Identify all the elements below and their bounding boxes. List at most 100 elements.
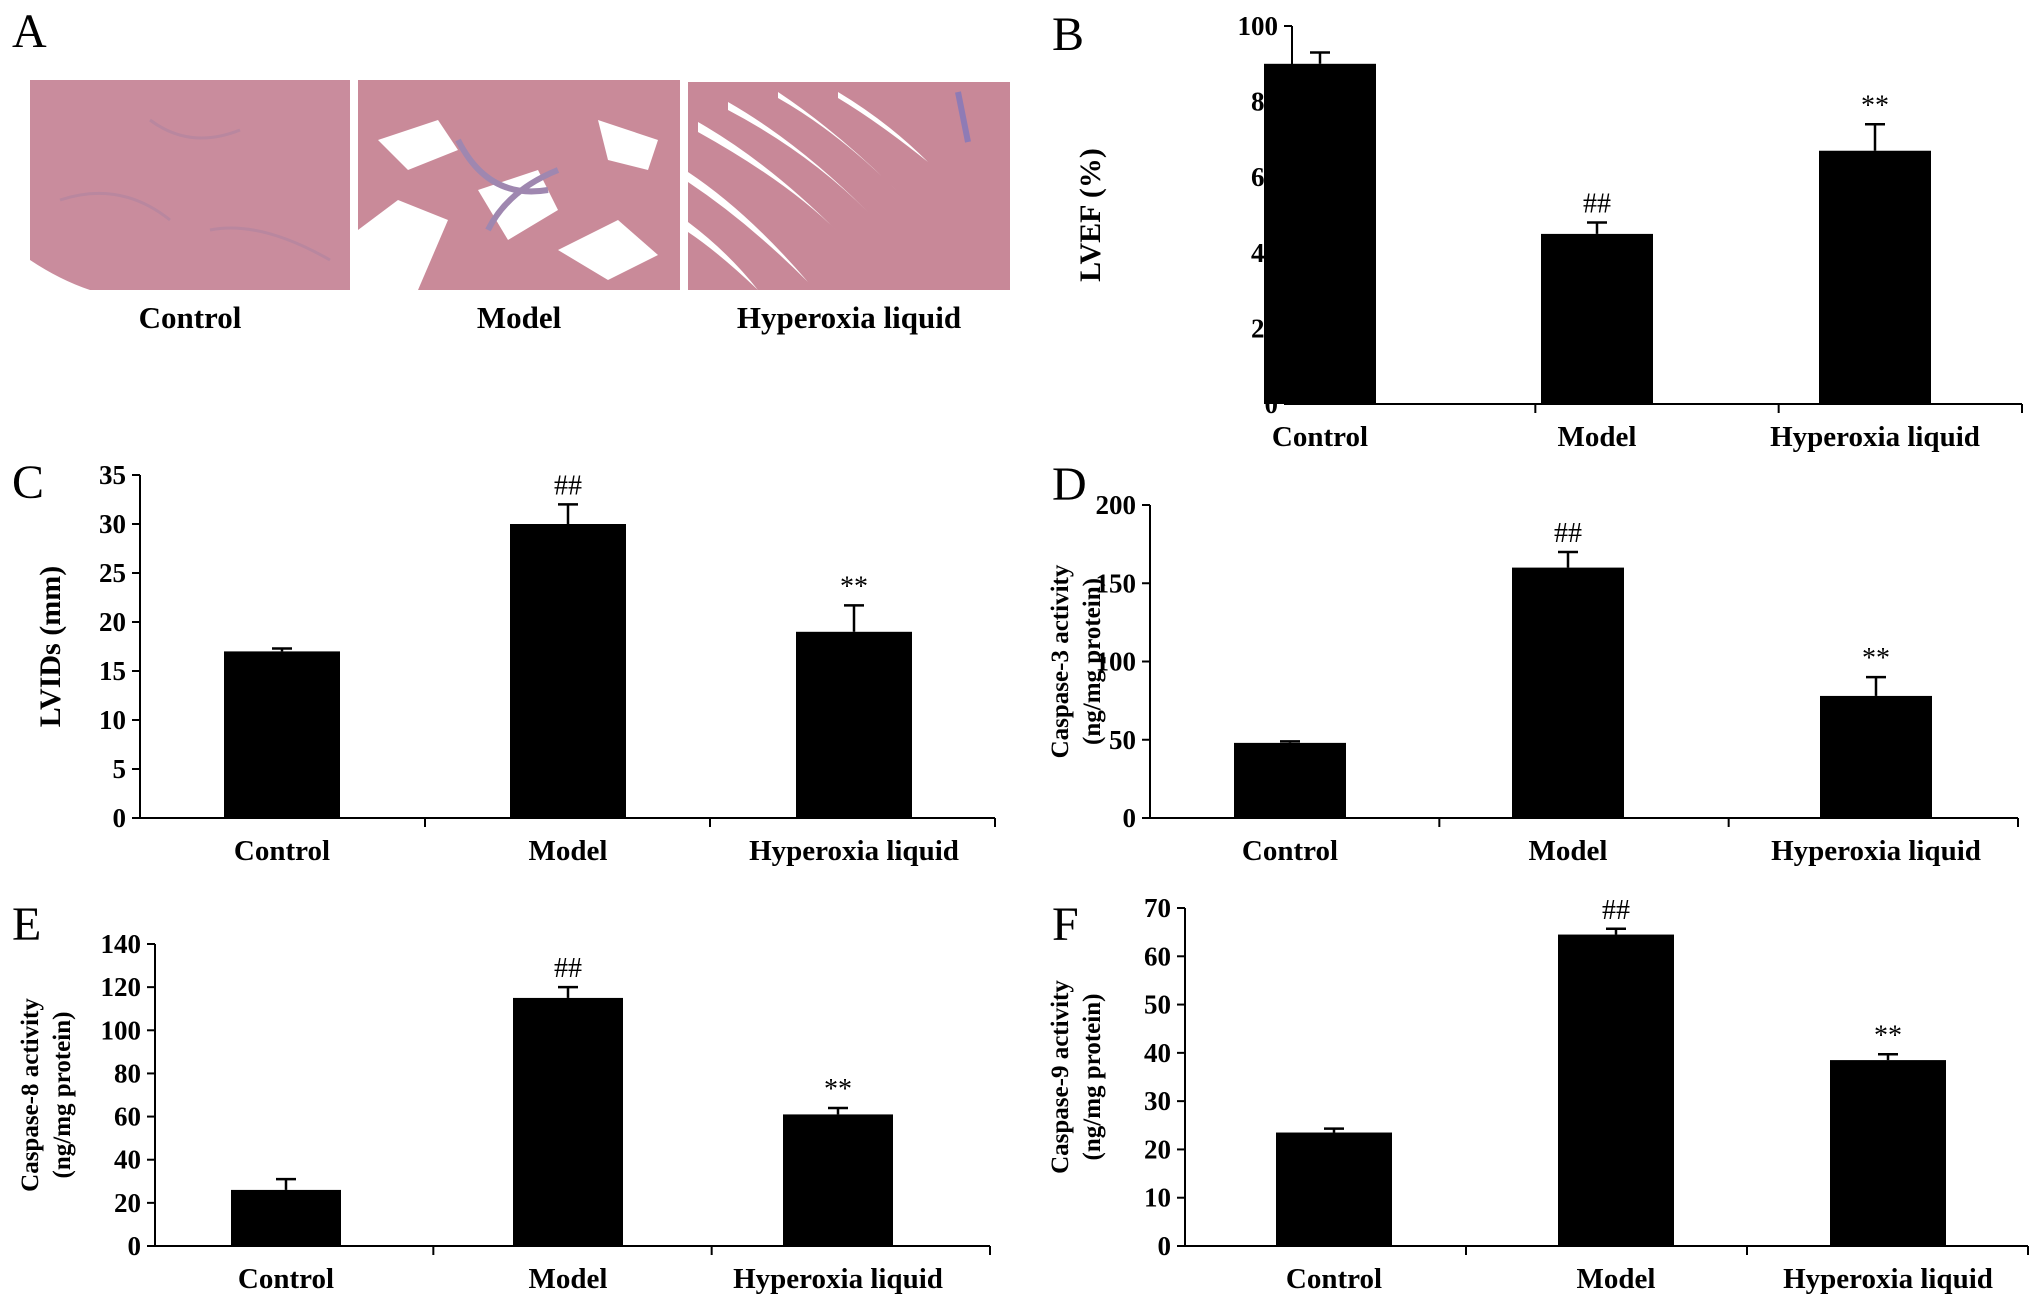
panel-d-y-tick-label: 50 (1109, 725, 1136, 755)
tissue-gap (598, 120, 658, 170)
panel-e-y-tick-label: 20 (114, 1188, 141, 1218)
panel-c-y-tick-label: 10 (99, 705, 126, 735)
panel-f-y-tick-label: 70 (1144, 893, 1171, 923)
panel-e-y-tick-label: 40 (114, 1145, 141, 1175)
panel-f-y-axis-label: Caspase-9 activity (1047, 980, 1074, 1174)
panel-b-bar (1819, 150, 1931, 404)
panel-d-y-tick-label: 200 (1096, 490, 1137, 520)
panel-f-y-tick-label: 10 (1144, 1183, 1171, 1213)
caption-control: Control (138, 300, 242, 335)
panel-c-y-tick-label: 25 (99, 558, 126, 588)
panel-c-y-axis-label: LVIDs (mm) (34, 566, 67, 727)
panel-d-bar (1512, 567, 1624, 818)
panel-e-letter: E (12, 898, 41, 951)
panel-b-letter: B (1052, 8, 1084, 61)
panel-b-significance-label: ** (1861, 90, 1889, 121)
panel-d-y-tick-label: 150 (1096, 568, 1137, 598)
panel-c-letter: C (12, 456, 44, 509)
panel-f-bar (1558, 934, 1674, 1246)
panel-c-bar (796, 631, 912, 818)
panel-f-letter: F (1052, 898, 1079, 951)
panel-c-y-tick-label: 35 (99, 460, 126, 490)
panel-e-y-tick-label: 100 (101, 1015, 142, 1045)
panel-b-category-label: Control (1272, 421, 1368, 453)
panel-c-category-label: Control (234, 835, 330, 867)
panel-c-bar (510, 524, 626, 818)
caption-hyperoxia: Hyperoxia liquid (736, 300, 962, 335)
panel-e-category-label: Hyperoxia liquid (733, 1263, 943, 1295)
caption-model: Model (476, 300, 562, 335)
panel-f-category-label: Model (1577, 1263, 1656, 1295)
panel-f-y-axis-label: (ng/mg protein) (1079, 994, 1106, 1161)
panel-d-category-label: Control (1242, 835, 1338, 867)
panel-e-y-tick-label: 120 (101, 972, 142, 1002)
panel-f-y-tick-label: 20 (1144, 1134, 1171, 1164)
panel-d-y-axis-label: Caspase-3 activity (1047, 564, 1074, 758)
panel-a-letter: A (12, 5, 47, 58)
panel-c-significance-label: ** (840, 571, 868, 602)
tissue-gap (558, 220, 658, 280)
tissue-gap (698, 122, 838, 232)
panel-f-y-tick-label: 30 (1144, 1086, 1171, 1116)
panel-f-category-label: Hyperoxia liquid (1783, 1263, 1993, 1295)
histology-control-svg (30, 80, 350, 290)
tissue-background (30, 80, 350, 290)
panel-f-significance-label: ** (1874, 1020, 1902, 1051)
panel-f-y-tick-label: 50 (1144, 990, 1171, 1020)
tissue-gap (728, 102, 868, 212)
panel-b-significance-label: ## (1583, 189, 1611, 220)
tissue-streak (955, 91, 971, 143)
panel-d-y-tick-label: 100 (1096, 647, 1137, 677)
panel-e-significance-label: ** (824, 1074, 852, 1105)
panel-e-category-label: Control (238, 1263, 334, 1295)
histology-image-model (358, 80, 680, 290)
histology-image-hyperoxia (688, 82, 1010, 290)
panel-b-y-tick-label: 100 (1238, 11, 1279, 41)
panel-b-category-label: Model (1558, 421, 1637, 453)
panel-f-category-label: Control (1286, 1263, 1382, 1295)
tissue-gap (358, 200, 448, 290)
histology-hyperoxia-svg (688, 82, 1010, 290)
panel-d-y-tick-label: 0 (1123, 803, 1137, 833)
tissue-gap (378, 120, 458, 170)
panel-b-y-axis-label: LVEF (%) (1074, 148, 1107, 282)
panel-d-significance-label: ## (1554, 518, 1582, 549)
tissue-gap (778, 92, 898, 192)
panel-e-significance-label: ## (554, 953, 582, 984)
panel-e-y-axis-label: Caspase-8 activity (17, 998, 44, 1192)
panel-d-category-label: Model (1529, 835, 1608, 867)
panel-e-y-tick-label: 60 (114, 1102, 141, 1132)
panel-e-y-tick-label: 140 (101, 929, 142, 959)
panel-c-category-label: Hyperoxia liquid (749, 835, 959, 867)
panel-c-y-tick-label: 0 (113, 803, 127, 833)
panel-f-y-tick-label: 60 (1144, 941, 1171, 971)
panel-d-category-label: Hyperoxia liquid (1771, 835, 1981, 867)
tissue-streak (59, 118, 331, 262)
panel-e-y-tick-label: 0 (128, 1231, 142, 1261)
panel-b-bar (1264, 63, 1376, 405)
panel-c-y-tick-label: 15 (99, 656, 126, 686)
panel-e-y-axis-label: (ng/mg protein) (49, 1012, 76, 1179)
panel-d-bar (1234, 742, 1346, 818)
panel-d-bar (1820, 695, 1932, 818)
panel-e-bar (231, 1189, 341, 1246)
panel-c-y-tick-label: 20 (99, 607, 126, 637)
panel-f-bar (1276, 1132, 1392, 1246)
panel-c-significance-label: ## (554, 470, 582, 501)
tissue-gap (688, 222, 758, 290)
panel-b-category-label: Hyperoxia liquid (1770, 421, 1980, 453)
panel-e-category-label: Model (529, 1263, 608, 1295)
panel-e-y-tick-label: 80 (114, 1058, 141, 1088)
panel-f-bar (1830, 1060, 1946, 1246)
histology-model-svg (358, 80, 680, 290)
panel-f-significance-label: ## (1602, 895, 1630, 926)
tissue-gap (478, 170, 558, 240)
panel-d-letter: D (1052, 458, 1087, 511)
panel-f-y-tick-label: 0 (1158, 1231, 1172, 1261)
panel-f-y-tick-label: 40 (1144, 1038, 1171, 1068)
panel-c-y-tick-label: 5 (113, 754, 127, 784)
tissue-streak (455, 138, 560, 232)
panel-c-y-tick-label: 30 (99, 509, 126, 539)
